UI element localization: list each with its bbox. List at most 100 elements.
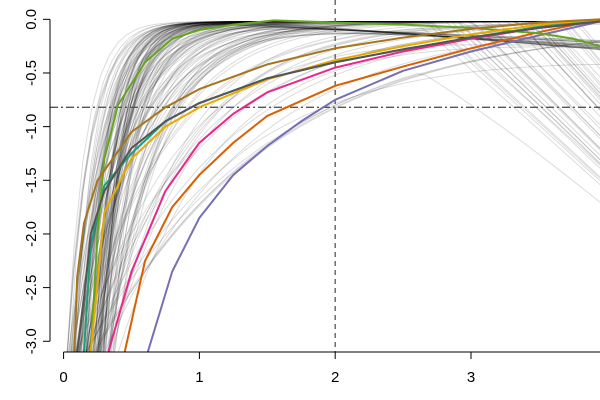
background-curve [112, 25, 600, 352]
background-curve [97, 20, 600, 352]
x-tick-label: 3 [467, 369, 475, 386]
background-curve [87, 20, 600, 352]
y-tick-label: -1.0 [23, 114, 40, 140]
background-curve [75, 20, 600, 352]
background-curve [108, 20, 600, 352]
background-curve [87, 20, 600, 352]
background-curve [93, 20, 600, 352]
y-tick-label: -3.0 [23, 328, 40, 354]
background-curve [114, 28, 600, 352]
background-curve [109, 23, 600, 352]
background-curve [104, 41, 600, 352]
background-curve [95, 73, 600, 352]
background-curve [90, 21, 600, 352]
background-curve [98, 20, 600, 352]
x-tick-label: 1 [195, 369, 203, 386]
background-curve [94, 20, 600, 352]
background-curve [97, 22, 600, 352]
background-curve [94, 40, 600, 352]
background-curve [84, 20, 600, 352]
background-series-group [66, 20, 600, 352]
background-curve [107, 21, 600, 352]
background-curve [79, 20, 600, 352]
background-curve [85, 21, 600, 352]
y-tick-label: -1.5 [23, 167, 40, 193]
background-curve [80, 20, 600, 352]
axes-group: 0 1 2 3 0.0 -0.5 -1.0 -1.5 -2.0 -2.5 -3.0 [23, 9, 600, 386]
background-curve [117, 46, 600, 352]
background-curve [104, 20, 600, 352]
y-tick-label: 0.0 [23, 9, 40, 30]
background-curve [99, 20, 600, 352]
background-curve [80, 20, 600, 352]
background-curve [81, 44, 600, 352]
background-curve [110, 28, 600, 352]
series-line-3 [146, 20, 600, 352]
background-curve [89, 20, 600, 352]
background-curve [85, 20, 600, 352]
background-curve [102, 20, 600, 352]
background-curve [89, 20, 600, 352]
series-line-7 [73, 18, 600, 352]
background-curve [97, 20, 600, 352]
background-curve [78, 21, 600, 352]
background-curve [78, 21, 600, 352]
series-line-2 [123, 18, 600, 352]
background-curve [90, 20, 600, 352]
background-curve [88, 20, 600, 352]
background-curve [99, 20, 600, 352]
background-curve [108, 20, 600, 352]
background-curve [103, 21, 600, 352]
background-curve [74, 20, 600, 352]
background-curve [80, 20, 600, 352]
x-tick-label: 2 [331, 369, 339, 386]
y-tick-label: -2.0 [23, 221, 40, 247]
background-curve [103, 21, 600, 352]
background-curve [71, 26, 600, 352]
background-curve [99, 21, 600, 352]
background-curve [96, 20, 600, 352]
background-curve [88, 42, 600, 352]
background-curve [101, 20, 600, 352]
background-curve [94, 20, 600, 352]
highlighted-series-group [73, 18, 600, 352]
background-curve [92, 20, 600, 352]
background-curve [76, 33, 600, 352]
background-curve [98, 20, 600, 352]
background-curve [85, 20, 600, 352]
background-curve [90, 20, 600, 352]
background-curve [85, 21, 600, 352]
background-curve [107, 20, 600, 352]
background-curve [96, 20, 600, 352]
background-curve [82, 20, 600, 352]
background-curve [92, 40, 600, 352]
background-curve [81, 20, 600, 352]
background-curve [97, 20, 600, 352]
background-curve [69, 20, 600, 352]
background-curve [93, 20, 600, 352]
background-curve [92, 33, 600, 352]
background-curve [79, 20, 600, 352]
background-curve [91, 21, 600, 352]
background-curve [103, 20, 600, 352]
background-curve [74, 20, 600, 352]
background-curve [91, 20, 600, 352]
background-curve [103, 20, 600, 352]
background-curve [86, 20, 600, 352]
series-line-6 [89, 18, 600, 352]
background-curve [99, 20, 600, 352]
background-curve [96, 21, 600, 352]
background-curve [102, 20, 600, 352]
series-line-8 [76, 20, 600, 352]
y-tick-label: -2.5 [23, 275, 40, 301]
background-curve [108, 29, 600, 352]
background-curve [96, 21, 600, 352]
background-curve [112, 20, 600, 352]
y-tick-label: -0.5 [23, 60, 40, 86]
background-curve [97, 20, 600, 352]
background-curve [103, 20, 600, 352]
background-curve [100, 20, 600, 352]
background-curve [92, 20, 600, 352]
